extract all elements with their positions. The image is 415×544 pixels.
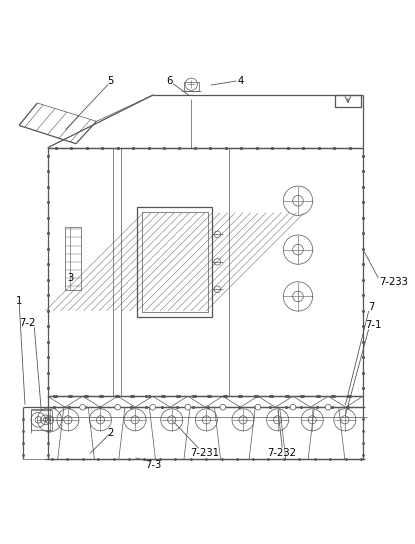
Circle shape [115,404,120,410]
Bar [184,82,199,91]
Text: 2: 2 [107,428,114,438]
Text: 7-2: 7-2 [19,318,35,328]
Bar [65,227,81,290]
Circle shape [325,404,331,410]
Bar [48,148,363,396]
Circle shape [290,404,296,410]
Text: 1: 1 [16,295,22,306]
Text: 7: 7 [368,301,374,312]
Circle shape [255,404,261,410]
Text: 7-232: 7-232 [267,448,296,458]
Bar [31,410,51,430]
Text: 7-3: 7-3 [145,460,161,471]
Circle shape [150,404,156,410]
Circle shape [185,404,190,410]
Text: 7-1: 7-1 [365,320,381,330]
Circle shape [220,404,226,410]
Text: 7-233: 7-233 [379,277,408,287]
Text: 3: 3 [67,273,73,283]
Text: 4: 4 [238,76,244,85]
Text: 7-231: 7-231 [190,448,219,458]
Bar [334,95,361,107]
Circle shape [80,404,85,410]
Text: 6: 6 [166,76,173,85]
Text: 5: 5 [107,76,114,85]
Bar [142,212,208,312]
Bar [137,207,212,317]
